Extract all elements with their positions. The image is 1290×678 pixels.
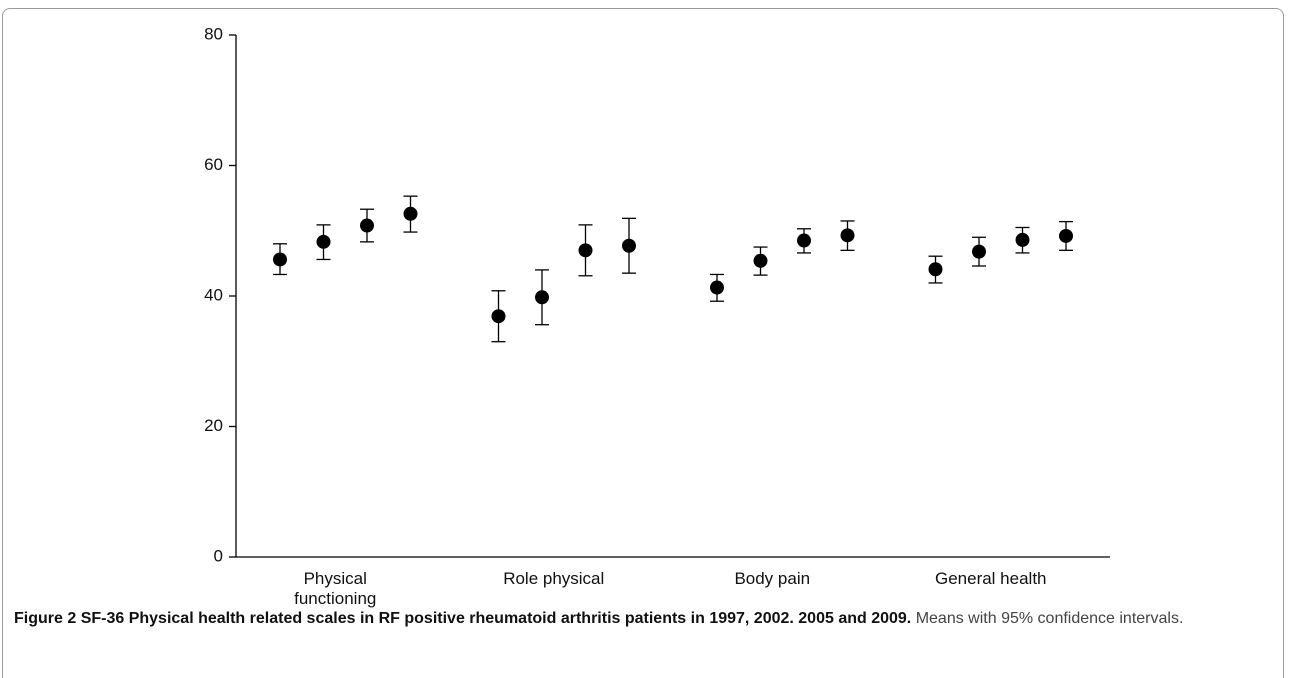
mean-point (797, 233, 811, 248)
caption-title: SF-36 Physical health related scales in … (80, 610, 912, 627)
mean-point (972, 244, 986, 259)
mean-point (535, 290, 549, 305)
mean-point (1015, 232, 1030, 247)
x-tick-label: Physical functioning (294, 569, 377, 608)
caption: Figure 2 SF-36 Physical health related s… (14, 607, 1276, 631)
mean-point (273, 252, 287, 267)
mean-point (360, 218, 374, 233)
mean-point (840, 228, 855, 243)
caption-text: Means with 95% confidence intervals. (915, 610, 1184, 627)
mean-point (491, 309, 506, 324)
mean-point (1059, 228, 1073, 243)
mean-point (710, 280, 724, 295)
mean-point (928, 262, 943, 277)
mean-point (622, 238, 636, 253)
y-tick-label: 80 (204, 24, 223, 43)
caption-label: Figure 2 (14, 610, 77, 627)
mean-point (316, 234, 331, 249)
x-tick-label: General health (934, 569, 1047, 588)
mean-point (578, 243, 593, 258)
mean-point (753, 253, 768, 268)
y-tick-label: 20 (204, 416, 223, 435)
figure-frame (2, 8, 1284, 678)
mean-point (403, 206, 418, 221)
x-tick-label: Role physical (503, 569, 605, 588)
y-tick-label: 40 (204, 285, 223, 304)
y-tick-label: 60 (204, 155, 223, 174)
x-tick-label: Body pain (734, 569, 811, 588)
y-tick-label: 0 (214, 546, 223, 565)
